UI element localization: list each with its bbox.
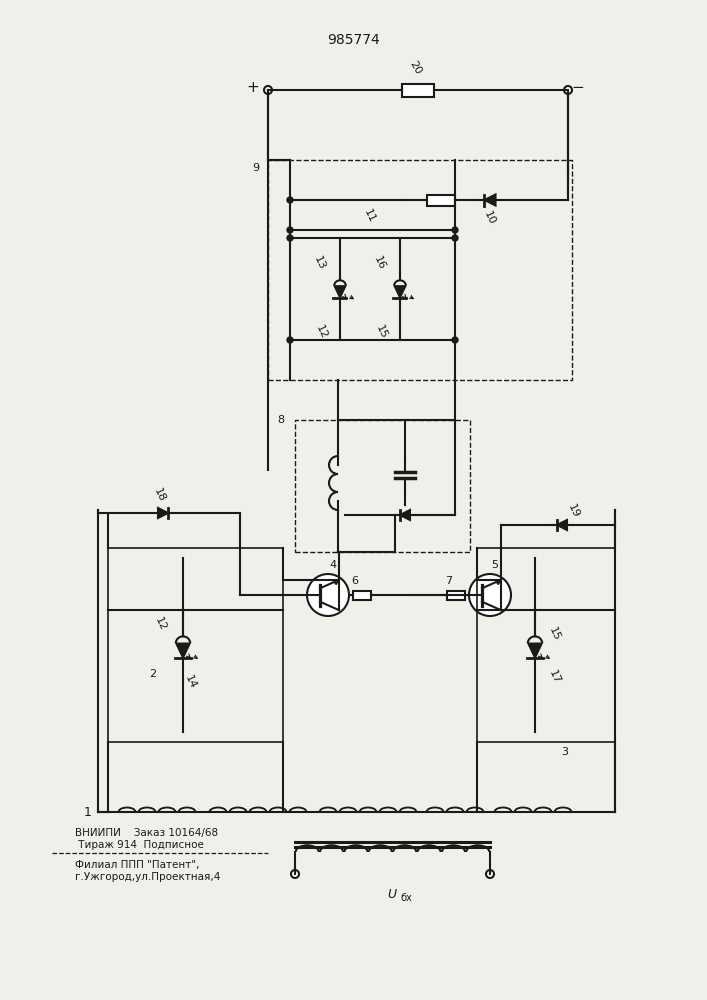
- Text: +: +: [247, 81, 259, 96]
- Circle shape: [291, 870, 299, 878]
- Circle shape: [287, 337, 293, 343]
- Text: 7: 7: [445, 576, 452, 586]
- Circle shape: [452, 337, 458, 343]
- Text: 985774: 985774: [327, 33, 380, 47]
- Circle shape: [564, 86, 572, 94]
- Text: 19: 19: [566, 502, 582, 520]
- Bar: [447, 590, 465, 599]
- Polygon shape: [484, 194, 496, 206]
- Text: 20: 20: [407, 59, 423, 77]
- Bar: [353, 590, 371, 599]
- Text: 15: 15: [547, 626, 563, 642]
- Bar: [108, 548, 283, 742]
- Text: 11: 11: [363, 208, 378, 224]
- Text: 12: 12: [315, 323, 329, 341]
- Bar: [428, 194, 455, 206]
- Text: 15: 15: [375, 324, 390, 340]
- Text: −: −: [572, 81, 585, 96]
- Circle shape: [452, 227, 458, 233]
- Polygon shape: [334, 286, 346, 298]
- Text: 1: 1: [84, 806, 92, 818]
- Polygon shape: [496, 580, 501, 585]
- Text: 17: 17: [547, 668, 563, 686]
- Text: Тираж 914  Подписное: Тираж 914 Подписное: [75, 840, 204, 850]
- Text: U: U: [387, 888, 397, 900]
- Circle shape: [486, 870, 494, 878]
- Polygon shape: [394, 286, 406, 298]
- Text: 5: 5: [491, 560, 498, 570]
- Circle shape: [452, 235, 458, 241]
- Polygon shape: [557, 520, 567, 530]
- Circle shape: [287, 227, 293, 233]
- Circle shape: [469, 574, 511, 616]
- Polygon shape: [176, 643, 190, 658]
- Circle shape: [287, 235, 293, 241]
- Circle shape: [307, 574, 349, 616]
- Text: 14: 14: [184, 673, 199, 691]
- Text: 10: 10: [482, 210, 498, 226]
- Polygon shape: [158, 508, 168, 518]
- Text: 13: 13: [312, 255, 327, 271]
- Text: 16: 16: [373, 255, 387, 271]
- Text: 4: 4: [329, 560, 337, 570]
- Text: Филиал ППП "Патент",: Филиал ППП "Патент",: [75, 860, 199, 870]
- Text: 9: 9: [252, 163, 259, 173]
- Text: 6: 6: [351, 576, 358, 586]
- Polygon shape: [400, 510, 410, 520]
- Text: г.Ужгород,ул.Проектная,4: г.Ужгород,ул.Проектная,4: [75, 872, 221, 882]
- Circle shape: [264, 86, 272, 94]
- Text: 2: 2: [149, 669, 156, 679]
- Bar: [477, 548, 615, 742]
- Text: 18: 18: [153, 486, 168, 504]
- Polygon shape: [528, 643, 542, 658]
- Text: бх: бх: [400, 893, 412, 903]
- Circle shape: [287, 197, 293, 203]
- Text: 8: 8: [277, 415, 284, 425]
- Text: 12: 12: [153, 615, 168, 633]
- Polygon shape: [334, 580, 339, 585]
- Bar: [402, 84, 434, 97]
- Text: 3: 3: [561, 747, 568, 757]
- Text: ВНИИПИ    Заказ 10164/68: ВНИИПИ Заказ 10164/68: [75, 828, 218, 838]
